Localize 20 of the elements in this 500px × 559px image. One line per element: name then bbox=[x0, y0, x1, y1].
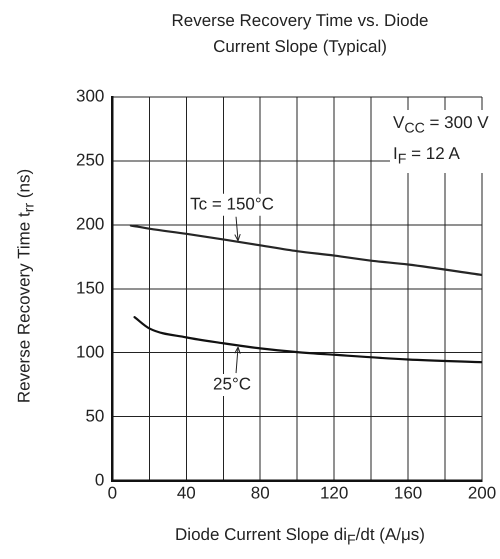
y-tick-label: 50 bbox=[85, 406, 104, 426]
annotation: I$_{F}$ = 12 A bbox=[393, 143, 461, 170]
x-tick-label: 200 bbox=[468, 483, 496, 502]
y-tick-label: 0 bbox=[94, 470, 104, 490]
x-tick-label: 120 bbox=[320, 483, 348, 502]
chart-title: Reverse Recovery Time vs. Diode Current Slope (Typical) bbox=[170, 10, 430, 58]
y-tick-label: 250 bbox=[76, 150, 104, 170]
line-series bbox=[133, 316, 482, 364]
x-tick-label: 0 bbox=[108, 483, 118, 502]
annotation: V$_{CC}$ = 300 V bbox=[393, 112, 489, 138]
y-tick-label: 200 bbox=[76, 214, 104, 234]
y-tick-label: 150 bbox=[76, 278, 104, 298]
x-tick-label: 40 bbox=[176, 483, 196, 502]
x-tick-label: 80 bbox=[250, 483, 270, 502]
y-tick-label: 300 bbox=[76, 86, 104, 106]
y-tick-label: 100 bbox=[76, 342, 104, 362]
x-tick-label: 160 bbox=[394, 483, 422, 502]
x-axis-title: Diode Current Slope di$_{F}$/dt (A/μs) bbox=[174, 525, 426, 548]
annotation: 25°C bbox=[213, 374, 252, 394]
annotation: Tc = 150°C bbox=[190, 194, 274, 214]
